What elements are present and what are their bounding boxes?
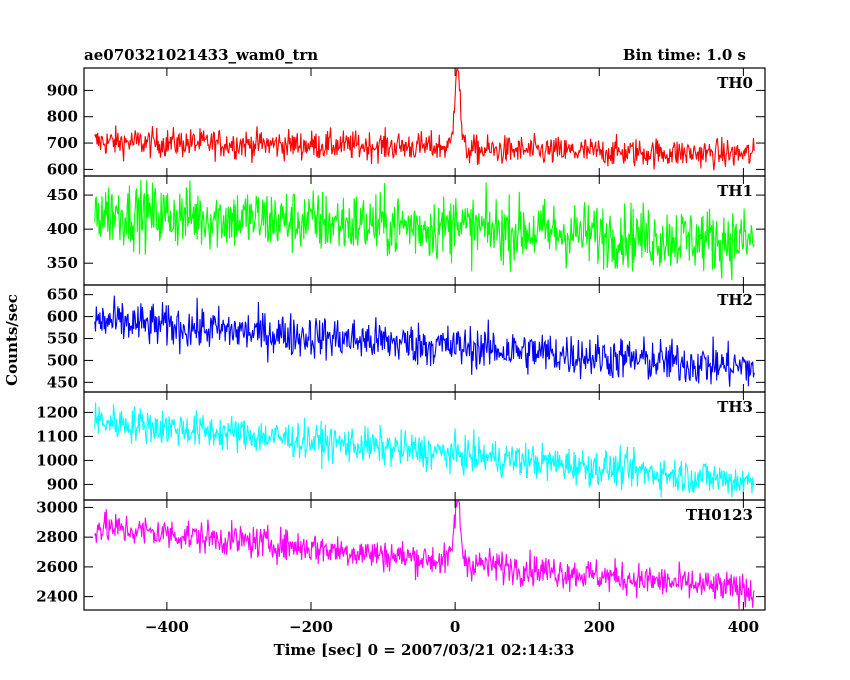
y-tick-label-th3: 1200	[36, 403, 78, 421]
y-tick-label-th0: 600	[47, 160, 78, 178]
y-tick-label-th2: 550	[47, 330, 78, 348]
y-tick-label-th2: 500	[47, 351, 78, 369]
panel-label-th0123: TH0123	[686, 506, 753, 524]
x-tick-label: 0	[450, 618, 460, 636]
y-axis-label: Counts/sec	[3, 294, 21, 386]
panels-group: 600 700 800 900 TH0 350 400 450 TH1 450 500 550 600 6…	[36, 67, 766, 636]
panel-label-th3: TH3	[717, 398, 753, 416]
y-tick-label-th0123: 3000	[36, 498, 78, 516]
panel-frame-th0123	[83, 499, 766, 611]
x-tick-label: −400	[145, 618, 189, 636]
y-tick-label-th0: 800	[47, 108, 78, 126]
x-axis-label: Time [sec] 0 = 2007/03/21 02:14:33	[274, 641, 575, 659]
y-tick-label-th3: 1000	[36, 451, 78, 469]
y-tick-label-th0: 700	[47, 134, 78, 152]
y-tick-label-th0123: 2400	[36, 588, 78, 606]
x-tick-label: 200	[584, 618, 615, 636]
chart-title: ae070321021433_wam0_trn	[84, 46, 318, 64]
y-tick-label-th2: 450	[47, 373, 78, 391]
y-tick-label-th3: 900	[47, 475, 78, 493]
y-tick-label-th1: 350	[47, 254, 78, 272]
y-tick-label-th0: 900	[47, 81, 78, 99]
y-tick-label-th2: 650	[47, 286, 78, 304]
y-tick-label-th0123: 2800	[36, 528, 78, 546]
panel-label-th0: TH0	[717, 74, 753, 92]
series-line-th0	[94, 67, 755, 171]
panel-label-th1: TH1	[717, 182, 753, 200]
series-line-th1	[94, 179, 755, 281]
y-tick-label-th1: 450	[47, 186, 78, 204]
y-tick-label-th1: 400	[47, 220, 78, 238]
panel-label-th2: TH2	[717, 291, 753, 309]
series-line-th3	[94, 402, 755, 498]
y-tick-label-th0123: 2600	[36, 558, 78, 576]
x-tick-label: 400	[728, 618, 759, 636]
y-tick-label-th2: 600	[47, 308, 78, 326]
bin-time-label: Bin time: 1.0 s	[623, 46, 746, 64]
x-tick-label: −200	[289, 618, 333, 636]
series-line-th2	[94, 295, 755, 387]
series-line-th0123	[94, 500, 755, 610]
y-tick-label-th3: 1100	[36, 427, 78, 445]
